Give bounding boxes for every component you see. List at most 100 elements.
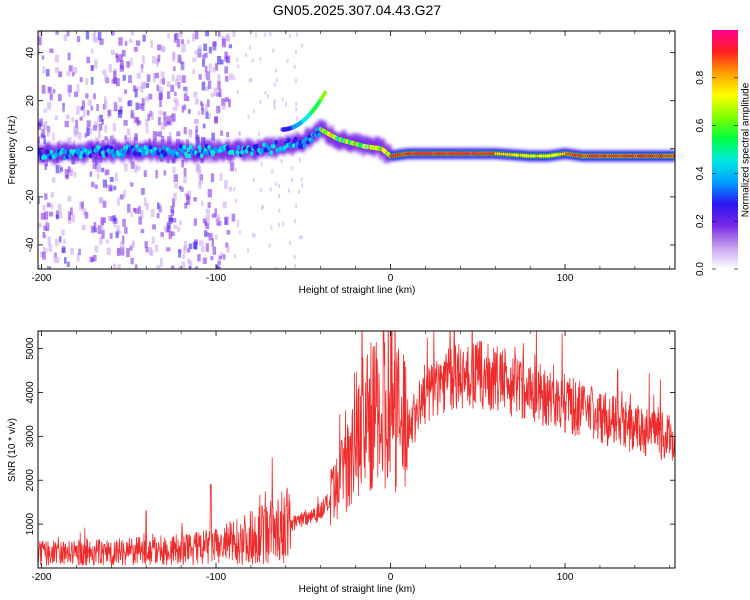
- spectrogram-noise-cell: [192, 69, 196, 75]
- spectrogram-noise-cell: [89, 171, 93, 177]
- spectrogram-noise-cell: [77, 132, 82, 140]
- spectrogram-noise-cell: [249, 45, 252, 50]
- spectrogram-noise-cell: [280, 159, 283, 164]
- spectrogram-noise-cell: [79, 77, 83, 83]
- spectrogram-noise-cell: [117, 109, 123, 118]
- spectrogram-noise-cell: [155, 244, 159, 253]
- spectrogram-noise-cell: [218, 255, 222, 260]
- x-tick-label: -100: [206, 572, 226, 583]
- spectrogram-noise-cell: [93, 36, 98, 44]
- spectrogram-noise-cell: [197, 45, 202, 54]
- spectrogram-noise-cell: [205, 208, 210, 215]
- colorbar-tick-label: 0.4: [695, 166, 706, 180]
- spectrogram-ridge-cell: [140, 145, 144, 151]
- spectrogram-noise-cell: [81, 100, 85, 110]
- spectrogram-noise-cell: [152, 73, 156, 83]
- spectrogram-noise-cell: [210, 92, 215, 97]
- spectrogram-ridge-cell: [43, 154, 48, 160]
- spectrogram-noise-cell: [130, 161, 135, 169]
- spectrogram-noise-cell: [47, 236, 51, 245]
- spectrogram-noise-cell: [295, 32, 298, 37]
- spectrogram-noise-cell: [38, 222, 42, 228]
- spectrogram-noise-cell: [173, 192, 177, 201]
- spectrogram-noise-cell: [155, 170, 158, 179]
- y-tick-label: -20: [25, 189, 36, 204]
- spectrogram-noise-cell: [274, 266, 277, 269]
- spectrogram-noise-cell: [159, 258, 163, 267]
- spectrogram-noise-cell: [247, 248, 250, 253]
- spectrogram-noise-cell: [117, 97, 123, 103]
- spectrogram-ridge-cell: [187, 153, 192, 159]
- spectrogram-noise-cell: [179, 31, 183, 38]
- spectrogram-noise-cell: [132, 207, 136, 213]
- spectrogram-noise-cell: [43, 108, 47, 113]
- spectrogram-noise-cell: [48, 211, 54, 217]
- spectrogram-noise-cell: [114, 101, 118, 111]
- spectrogram-noise-cell: [284, 102, 287, 107]
- spectrogram-ridge-cell: [133, 151, 138, 157]
- spectrogram-ridge-cell: [293, 136, 298, 142]
- spectrogram-noise-cell: [130, 182, 134, 187]
- spectrogram-noise-cell: [55, 257, 60, 264]
- spectrogram-noise-cell: [288, 240, 291, 245]
- spectrogram-noise-cell: [67, 52, 71, 61]
- spectrogram-noise-cell: [183, 176, 187, 184]
- spectrogram-noise-cell: [162, 77, 165, 85]
- spectrogram-noise-cell: [119, 194, 124, 200]
- spectrogram-noise-cell: [253, 233, 256, 238]
- spectrogram-noise-cell: [168, 217, 174, 222]
- spectrogram-noise-cell: [109, 216, 113, 222]
- spectrogram-ridge-cell: [240, 150, 244, 155]
- spectrogram-ridge-cell: [148, 144, 153, 150]
- spectrogram-noise-cell: [201, 81, 206, 91]
- spectrogram-ridge-cell: [121, 152, 126, 157]
- spectrogram-noise-cell: [141, 98, 145, 106]
- spectrogram-noise-cell: [130, 57, 133, 66]
- spectrogram-noise-cell: [147, 113, 150, 121]
- spectrogram-noise-cell: [70, 207, 73, 216]
- spectrogram-noise-cell: [123, 190, 126, 198]
- figure-title: GN05.2025.307.04.43.G27: [273, 2, 441, 18]
- spectrogram-noise-cell: [92, 125, 98, 131]
- y-tick-label: 20: [25, 95, 36, 107]
- spectrogram-noise-cell: [99, 38, 104, 45]
- spectrogram-noise-cell: [100, 224, 104, 231]
- spectrogram-noise-cell: [275, 78, 278, 83]
- spectrogram-noise-cell: [188, 109, 191, 114]
- spectrogram-noise-cell: [39, 251, 44, 258]
- spectrogram-ridge-cell: [264, 143, 269, 148]
- spectrogram-noise-cell: [88, 127, 93, 135]
- spectrogram-noise-cell: [92, 163, 97, 169]
- spectrogram-noise-cell: [175, 100, 179, 107]
- spectrogram-noise-cell: [86, 120, 91, 128]
- spectrogram-noise-cell: [93, 59, 98, 69]
- spectrogram-noise-cell: [134, 208, 139, 214]
- spectrogram-noise-cell: [224, 75, 229, 82]
- spectrogram-noise-cell: [82, 109, 86, 118]
- spectrogram-ridge-cell: [196, 152, 200, 158]
- spectrogram-noise-cell: [210, 255, 214, 261]
- spectrogram-noise-cell: [64, 168, 70, 178]
- spectrogram-noise-cell: [151, 236, 155, 244]
- spectrogram-noise-cell: [49, 93, 53, 101]
- spectrogram-noise-cell: [156, 132, 160, 137]
- spectrogram-noise-cell: [184, 88, 188, 94]
- spectrogram-noise-cell: [184, 192, 187, 197]
- spectrogram-noise-cell: [207, 80, 212, 89]
- spectrogram-noise-cell: [185, 139, 190, 147]
- spectrogram-noise-cell: [90, 105, 93, 111]
- spectrogram-noise-cell: [160, 122, 165, 131]
- spectrogram-noise-cell: [126, 128, 131, 136]
- spectrogram-noise-cell: [181, 105, 185, 113]
- spectrogram-noise-cell: [101, 167, 105, 173]
- spectrogram-noise-cell: [87, 99, 92, 106]
- spectrogram-noise-cell: [163, 170, 167, 176]
- spectrogram-ridge-cell: [302, 143, 307, 148]
- y-tick-label: -40: [25, 237, 36, 252]
- spectrogram-noise-cell: [157, 54, 161, 62]
- spectrogram-noise-cell: [301, 183, 304, 188]
- spectrogram-noise-cell: [171, 231, 175, 237]
- spectrogram-noise-cell: [54, 238, 59, 246]
- spectrogram-noise-cell: [172, 51, 176, 61]
